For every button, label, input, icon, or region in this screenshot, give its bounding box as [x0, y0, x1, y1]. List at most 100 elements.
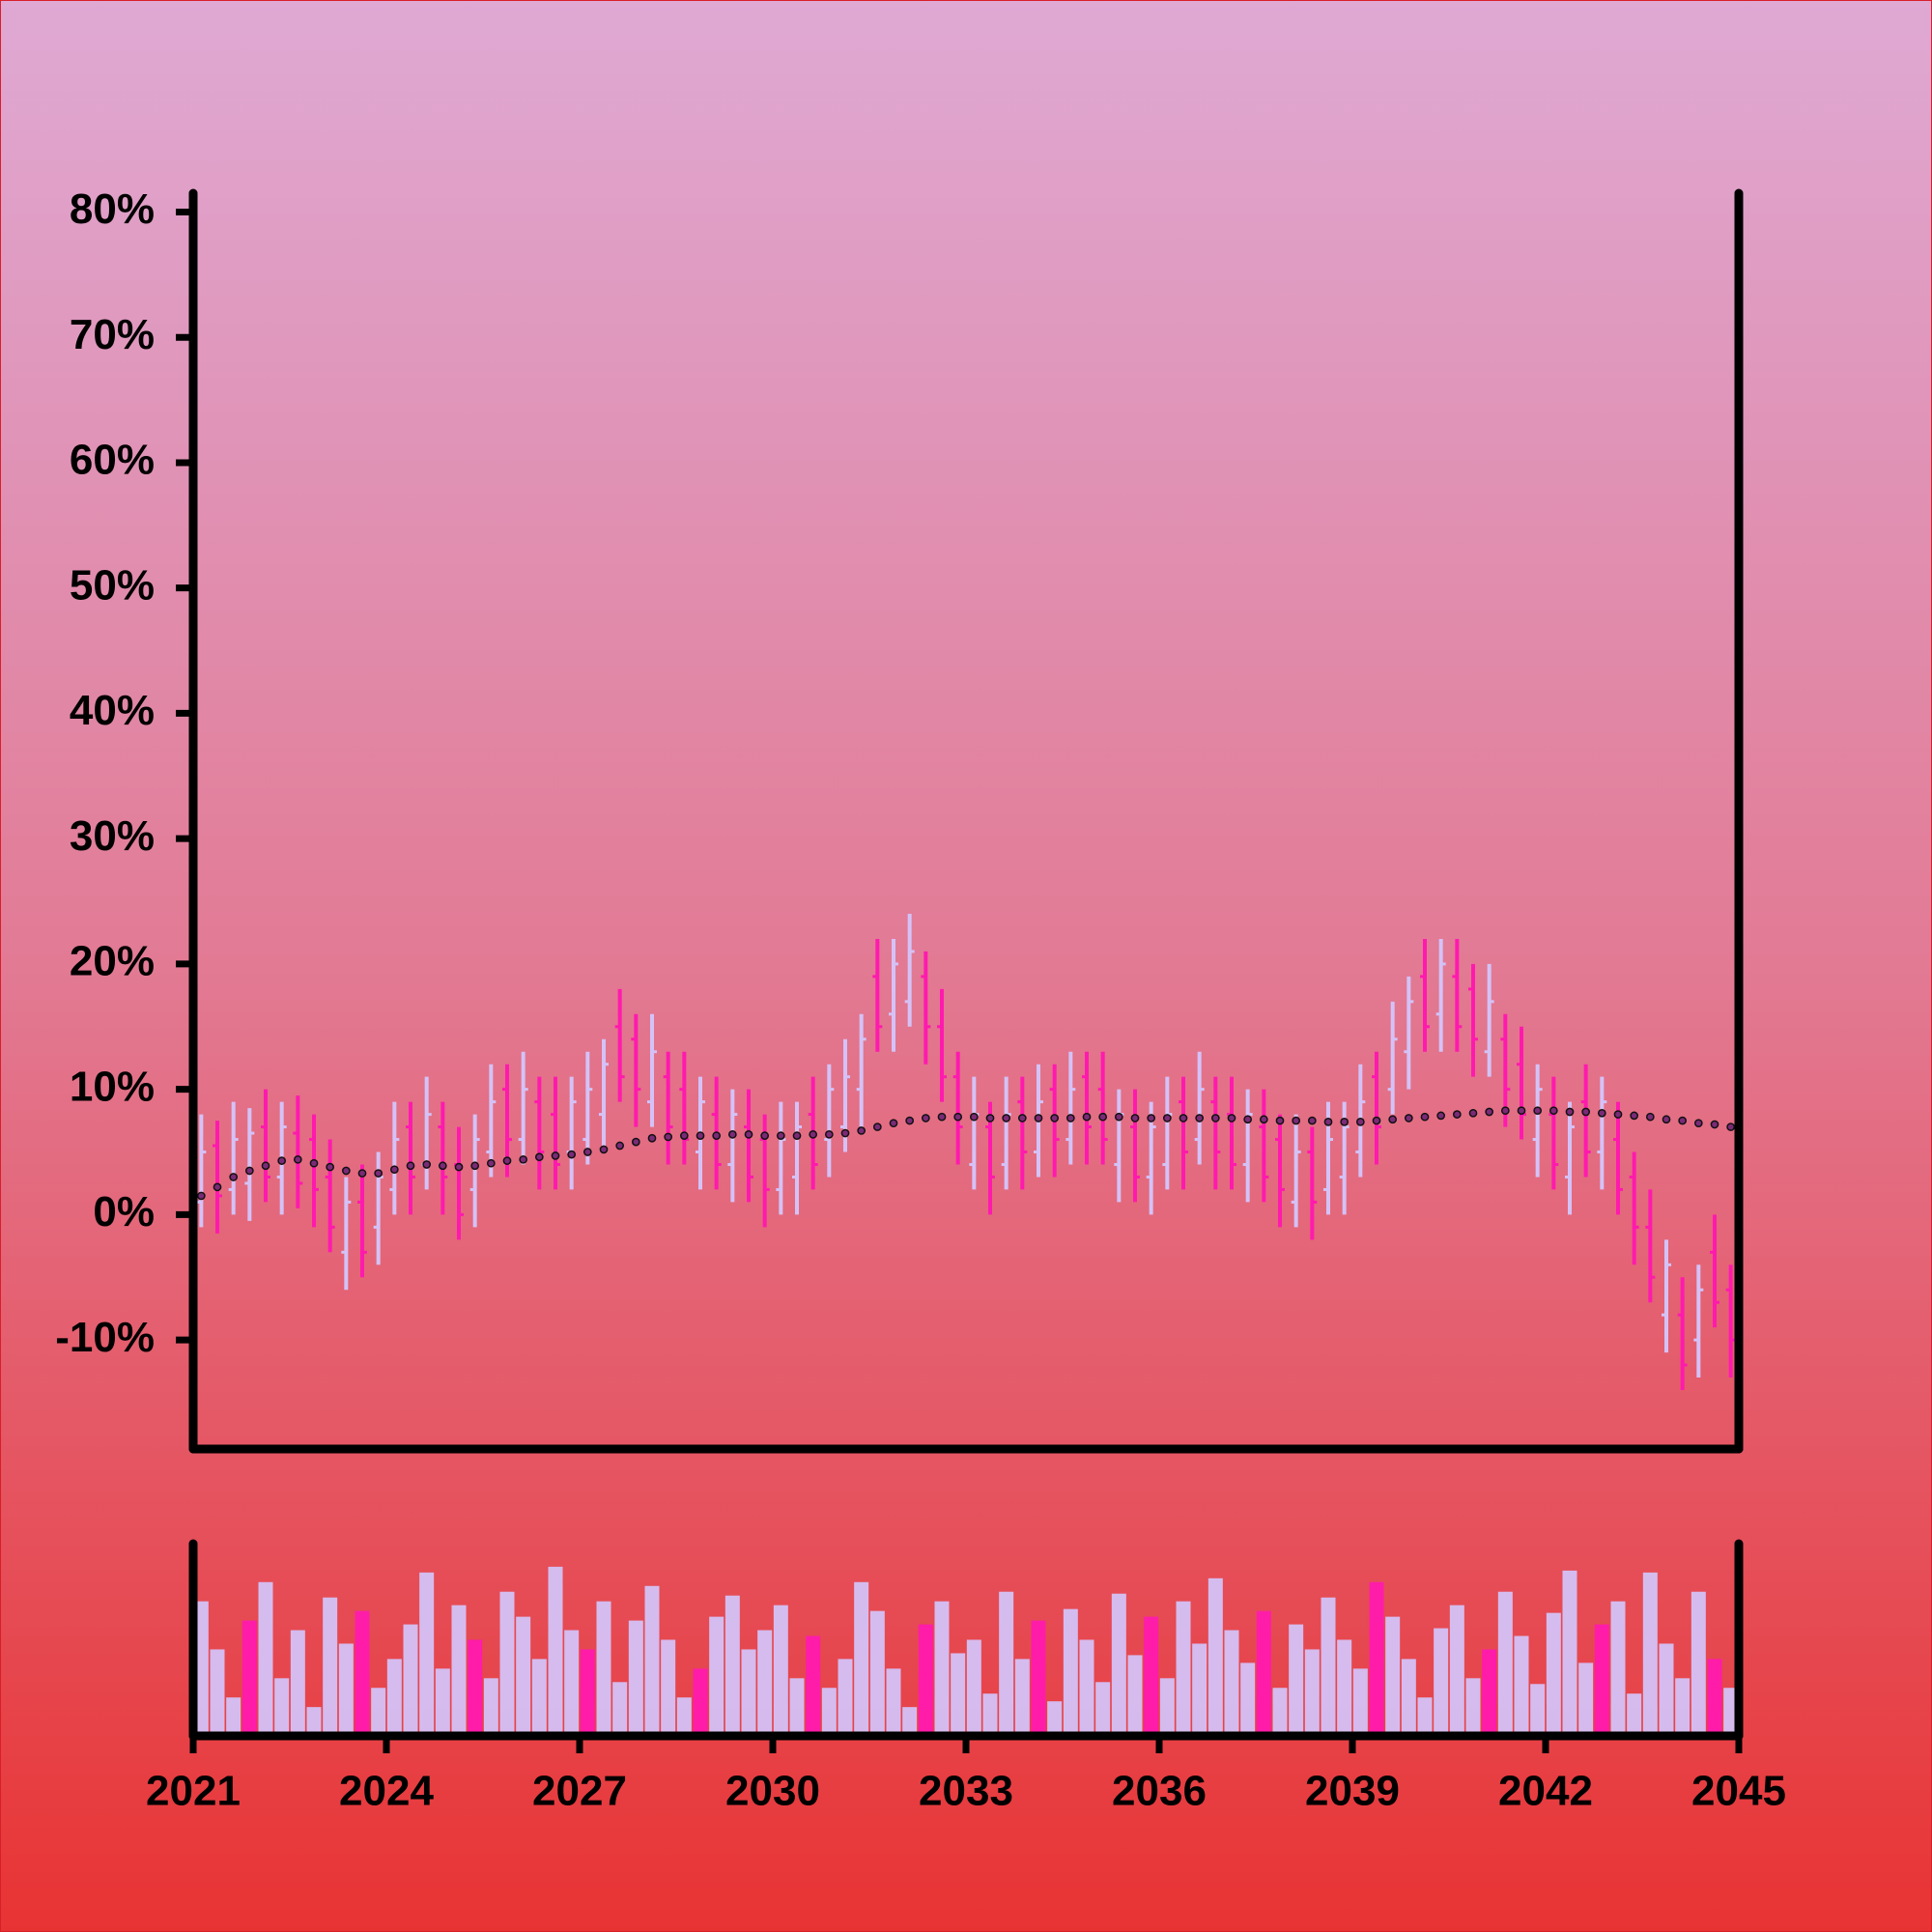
moving-average-point: [1581, 1107, 1591, 1117]
moving-average-point: [1307, 1116, 1317, 1125]
moving-average-point: [1388, 1115, 1398, 1124]
moving-average-point: [1050, 1114, 1060, 1122]
moving-average-point: [809, 1130, 818, 1139]
moving-average-point: [1340, 1118, 1350, 1126]
volume-bar: [966, 1639, 981, 1736]
moving-average-point: [1533, 1106, 1543, 1116]
axes: [188, 188, 1744, 1741]
moving-average-point: [599, 1145, 609, 1154]
moving-average-point: [1227, 1114, 1236, 1122]
volume-bar: [1079, 1639, 1094, 1736]
volume-bar: [869, 1610, 885, 1736]
moving-average-point: [712, 1131, 722, 1140]
volume-bar: [1546, 1612, 1561, 1736]
volume-bar: [1127, 1655, 1143, 1736]
volume-bar: [1159, 1678, 1175, 1736]
volume-bar: [1675, 1678, 1690, 1736]
moving-average-point: [1645, 1112, 1655, 1122]
moving-average-point: [1002, 1114, 1011, 1122]
moving-average-point: [1195, 1114, 1205, 1122]
moving-average-point: [1323, 1118, 1333, 1126]
volume-bar: [612, 1682, 628, 1736]
moving-average-point: [406, 1161, 415, 1171]
y-tick-label: 80%: [70, 185, 155, 233]
moving-average-point: [937, 1112, 947, 1122]
moving-average-point: [1565, 1107, 1575, 1117]
x-tick-label: 2036: [1112, 1768, 1207, 1815]
volume-bar: [564, 1630, 580, 1736]
volume-bar: [741, 1649, 756, 1736]
volume-bar: [468, 1639, 483, 1736]
y-tick-label: 20%: [70, 938, 155, 985]
moving-average-point: [1098, 1112, 1108, 1122]
moving-average-point: [776, 1131, 785, 1140]
y-tick-label: 70%: [70, 311, 155, 358]
volume-bar: [226, 1697, 242, 1736]
moving-average-point: [1114, 1112, 1123, 1122]
volume-bar: [1594, 1624, 1609, 1736]
x-tick-label: 2039: [1305, 1768, 1400, 1815]
volume-bar: [693, 1668, 708, 1736]
volume-bar: [1434, 1628, 1449, 1736]
moving-average-point: [213, 1182, 222, 1192]
volume-bar: [1707, 1659, 1722, 1736]
y-tick-label: -10%: [55, 1314, 155, 1361]
moving-average-point: [905, 1116, 915, 1125]
volume-bar: [982, 1693, 998, 1736]
moving-average-point: [277, 1156, 287, 1165]
moving-average-point: [953, 1112, 963, 1122]
volume-bar: [1337, 1639, 1352, 1736]
volume-bar: [1530, 1684, 1546, 1736]
moving-average-point: [374, 1169, 384, 1178]
volume-bar: [1385, 1616, 1401, 1736]
moving-average-point: [1017, 1114, 1027, 1122]
moving-average-point: [1710, 1120, 1719, 1129]
moving-average-point: [486, 1158, 496, 1168]
moving-average-point: [389, 1165, 399, 1175]
volume-bar: [386, 1659, 402, 1736]
moving-average-point: [857, 1126, 867, 1135]
x-tick-label: 2033: [919, 1768, 1013, 1815]
volume-bar: [1304, 1649, 1320, 1736]
moving-average-point: [872, 1122, 882, 1131]
volume-bar: [1369, 1581, 1384, 1736]
volume-bar: [838, 1659, 853, 1736]
y-tick-label: 10%: [70, 1063, 155, 1110]
x-tick-label: 2027: [532, 1768, 627, 1815]
volume-bar: [1627, 1693, 1642, 1736]
moving-average-point: [1485, 1107, 1494, 1117]
volume-bar: [1014, 1659, 1030, 1736]
volume-bar: [773, 1605, 788, 1736]
moving-average-point: [1500, 1106, 1510, 1116]
moving-average-point: [422, 1160, 432, 1169]
moving-average-point: [1436, 1111, 1446, 1121]
moving-average-point: [1404, 1114, 1413, 1122]
moving-average-point: [582, 1148, 592, 1156]
moving-average-point: [1662, 1115, 1671, 1124]
volume-bar: [499, 1591, 515, 1736]
volume-bar: [531, 1659, 547, 1736]
moving-average-point: [1420, 1112, 1430, 1122]
moving-average-point: [309, 1158, 319, 1168]
volume-bar: [355, 1610, 370, 1736]
volume-bar: [1144, 1616, 1159, 1736]
moving-average-point: [567, 1150, 577, 1159]
moving-average-point: [631, 1137, 640, 1147]
moving-average-point: [1210, 1114, 1220, 1122]
volume-bar: [1401, 1659, 1416, 1736]
volume-bar: [1497, 1591, 1513, 1736]
x-tick-label: 2045: [1691, 1768, 1786, 1815]
moving-average-point: [1548, 1106, 1558, 1116]
volume-bar: [1417, 1697, 1433, 1736]
volume-bar: [306, 1707, 322, 1736]
volume-bar: [290, 1630, 305, 1736]
volume-bar: [1321, 1597, 1336, 1736]
moving-average-point: [244, 1166, 254, 1176]
volume-bar: [1047, 1701, 1063, 1736]
moving-average-point: [792, 1131, 802, 1140]
volume-bar: [789, 1678, 805, 1736]
moving-average-point: [1372, 1116, 1381, 1125]
volume-bar: [371, 1688, 386, 1736]
moving-average-point: [326, 1162, 335, 1172]
